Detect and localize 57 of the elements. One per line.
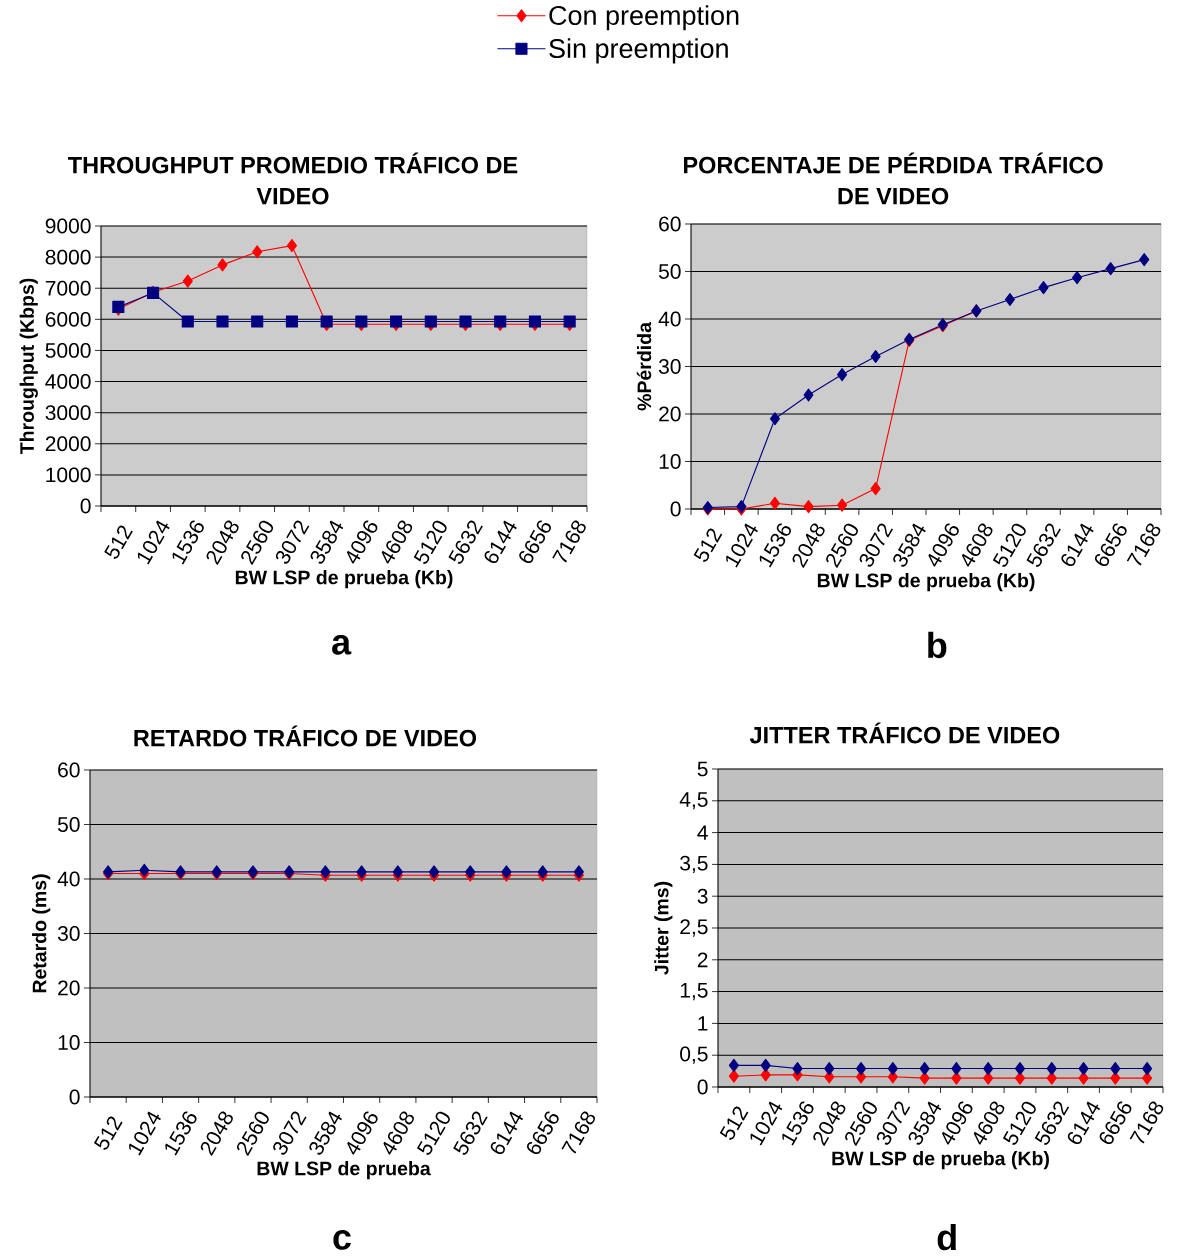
x-tick-label: 512	[93, 1116, 123, 1150]
y-tick-label: 8000	[45, 249, 91, 265]
x-tick-label: 512	[693, 528, 723, 562]
y-axis-title: Throughput (Kbps)	[19, 278, 38, 455]
x-axis-title: BW LSP de prueba	[257, 1161, 431, 1180]
text: a	[332, 635, 352, 655]
y-tick-label: 2,5	[680, 919, 708, 937]
y-tick-label: 30	[57, 926, 80, 941]
y-tick-label: 50	[57, 817, 80, 832]
y-tick-label: 60	[659, 216, 681, 232]
legend-label: Sin preemption	[549, 38, 728, 64]
y-tick-label: 50	[658, 264, 681, 279]
y-tick-label: 6000	[45, 311, 91, 327]
y-tick-label: 10	[58, 1035, 80, 1050]
text: b	[928, 631, 947, 659]
x-axis-title: BW LSP de prueba (Kb)	[832, 1151, 1049, 1170]
chart-title: JITTER TRÁFICO DE VIDEO	[749, 722, 1060, 744]
chart-title: PORCENTAJE DE PÉRDIDA TRÁFICO DE VIDEO	[684, 152, 1103, 205]
y-tick-label: 0	[80, 498, 91, 514]
y-tick-label: 2	[697, 952, 708, 968]
y-tick-label: 3,5	[680, 855, 708, 874]
x-tick-label: 512	[719, 1106, 749, 1140]
y-tick-label: 40	[658, 311, 681, 327]
chart-title: THROUGHPUT PROMEDIO TRÁFICO DE VIDEO	[68, 152, 518, 205]
chart-title: RETARDO TRÁFICO DE VIDEO	[134, 725, 477, 747]
y-tick-label: 1	[698, 1016, 708, 1031]
y-tick-label: 4000	[45, 374, 91, 389]
x-axis-title: BW LSP de prueba (Kb)	[235, 570, 453, 589]
y-tick-label: 2000	[45, 436, 91, 452]
y-tick-label: 9000	[45, 218, 91, 234]
text: d	[937, 1223, 956, 1251]
y-tick-label: 1000	[46, 467, 91, 483]
y-tick-label: 4,5	[679, 792, 708, 810]
y-tick-label: 20	[58, 980, 80, 996]
y-tick-label: 10	[659, 454, 681, 469]
y-tick-label: 1,5	[680, 983, 708, 1001]
y-axis-title: Jitter (ms)	[654, 881, 673, 975]
y-tick-label: 5000	[45, 343, 91, 358]
y-tick-label: 3	[697, 888, 708, 904]
y-tick-label: 3000	[45, 405, 91, 421]
legend-label: Con preemption	[549, 5, 739, 31]
y-tick-label: 7000	[45, 280, 91, 296]
x-axis-title: BW LSP de prueba (Kb)	[817, 573, 1035, 592]
y-tick-label: 60	[58, 762, 80, 778]
y-tick-label: 4	[697, 825, 708, 840]
y-tick-label: 30	[658, 359, 681, 374]
y-tick-label: 0,5	[680, 1046, 708, 1064]
y-axis-title: Retardo (ms)	[32, 874, 51, 993]
y-tick-label: 0	[69, 1089, 80, 1105]
y-tick-label: 5	[697, 761, 708, 777]
x-tick-label: 512	[104, 525, 133, 559]
y-tick-label: 20	[659, 406, 681, 422]
y-axis-title: %Pérdida	[636, 321, 652, 411]
y-tick-label: 0	[670, 501, 681, 517]
text: c	[333, 1230, 351, 1250]
y-tick-label: 40	[57, 871, 80, 887]
y-tick-label: 0	[697, 1079, 708, 1095]
